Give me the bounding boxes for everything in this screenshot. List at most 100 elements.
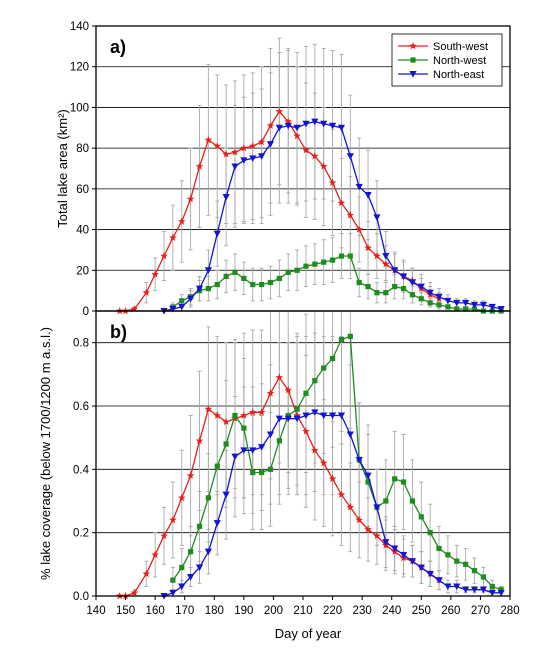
data-point [179, 298, 185, 304]
data-point [383, 290, 389, 296]
data-point [435, 293, 443, 301]
data-point [222, 491, 230, 499]
data-point [338, 253, 345, 259]
data-point [418, 296, 424, 302]
data-point [284, 386, 292, 394]
data-point [284, 122, 292, 130]
data-point [399, 551, 408, 559]
data-point [187, 295, 195, 303]
data-point [391, 545, 399, 553]
data-point [347, 333, 353, 339]
data-point [257, 408, 266, 416]
x-axis-label: Day of year [275, 626, 342, 641]
data-point [436, 545, 442, 552]
data-point [250, 469, 256, 476]
series-north-east [160, 409, 505, 600]
data-point [259, 281, 265, 288]
data-point [346, 431, 354, 439]
data-point [160, 252, 168, 260]
legend-marker [409, 71, 417, 78]
data-point [303, 390, 309, 396]
data-point [284, 117, 292, 125]
series-north-west [170, 333, 504, 593]
data-point [248, 408, 257, 416]
data-point [240, 157, 248, 164]
data-point [178, 217, 186, 225]
data-point [275, 124, 283, 132]
y-tick-label: 120 [70, 62, 89, 74]
data-point [445, 552, 451, 558]
legend-label: North-west [433, 55, 486, 67]
data-point [312, 261, 318, 267]
data-point [222, 194, 230, 201]
data-point [337, 124, 346, 132]
x-tick-label: 150 [116, 605, 135, 617]
data-point [214, 281, 220, 288]
data-point [294, 267, 300, 273]
data-point [426, 289, 434, 297]
data-point [373, 531, 381, 540]
data-point [293, 415, 301, 423]
x-tick-label: 180 [205, 605, 224, 617]
data-point [444, 297, 452, 305]
data-point [205, 286, 211, 292]
y-tick-label: 60 [76, 184, 89, 196]
data-point [374, 290, 380, 296]
data-point [337, 199, 346, 207]
data-point [285, 412, 291, 419]
x-tick-label: 190 [234, 605, 253, 617]
data-point [204, 267, 212, 274]
data-point [417, 564, 425, 572]
data-point [169, 589, 177, 597]
data-point [266, 141, 275, 148]
data-point [479, 586, 487, 594]
data-point [365, 479, 371, 485]
data-point [427, 300, 433, 306]
data-point [293, 411, 301, 419]
data-point [337, 490, 346, 498]
data-point [275, 107, 284, 115]
data-point [196, 523, 203, 529]
y-tick-label: 0 [83, 306, 89, 318]
data-point [399, 273, 408, 280]
data-point [311, 152, 319, 160]
data-point [392, 476, 398, 482]
data-point [426, 570, 434, 578]
data-point [409, 498, 416, 504]
data-point [454, 306, 460, 312]
legend-marker [409, 42, 417, 50]
data-point [303, 263, 309, 269]
x-tick-label: 160 [146, 605, 165, 617]
data-point [258, 444, 266, 451]
data-point [160, 531, 168, 540]
panel-label: b) [110, 322, 127, 342]
x-tick-label: 170 [175, 605, 194, 617]
data-point [321, 259, 327, 265]
data-point [445, 304, 451, 310]
data-point [392, 283, 398, 290]
x-tick-label: 260 [441, 605, 460, 617]
data-point [479, 301, 487, 309]
data-point [346, 503, 355, 511]
data-point [240, 447, 248, 454]
legend-label: South-west [433, 41, 488, 53]
data-point [267, 279, 274, 286]
data-point [213, 142, 221, 150]
y-tick-label: 40 [76, 225, 89, 237]
x-tick-label: 240 [382, 605, 401, 617]
data-point [169, 305, 177, 313]
data-point [231, 148, 239, 156]
data-point [178, 493, 186, 502]
data-point [275, 415, 283, 423]
data-point [489, 583, 495, 590]
data-point [462, 299, 470, 307]
data-point [285, 269, 291, 275]
data-point [204, 548, 212, 556]
data-point [266, 389, 275, 397]
data-point [222, 417, 230, 426]
data-point [319, 162, 328, 170]
panel-b-chart: 0.0 0.2 0.4 0.6 0.8 b) % lake coverage (below … [38, 310, 511, 603]
data-point [364, 525, 372, 533]
x-tick-label: 270 [471, 605, 490, 617]
legend-entry-south-west: South-west [398, 41, 488, 53]
